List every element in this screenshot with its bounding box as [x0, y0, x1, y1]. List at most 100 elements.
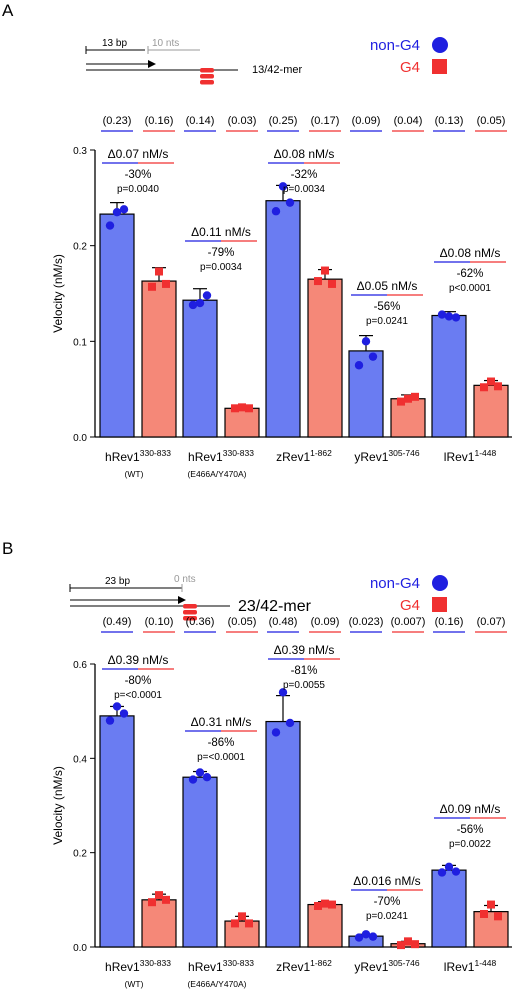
legend-square-icon [432, 597, 447, 612]
p-value-label: p=<0.0001 [114, 690, 162, 701]
ratio-label: (0.04) [394, 115, 423, 127]
legend-non-g4-label: non-G4 [370, 37, 420, 54]
category-label: zRev11-862 [276, 448, 332, 464]
data-point-circle [188, 300, 198, 310]
data-point-circle [119, 205, 129, 214]
data-point-circle [202, 291, 212, 300]
delta-label: Δ0.016 nM/s [353, 874, 420, 888]
p-value-label: p=0.0022 [449, 839, 491, 850]
data-point-square [245, 919, 253, 928]
data-point-square [162, 895, 170, 904]
bar-non-g4 [265, 720, 301, 948]
ratio-label: (0.03) [228, 115, 257, 127]
legend-g4-label: G4 [400, 597, 420, 614]
y-axis-label: Velocity (nM/s) [51, 766, 65, 845]
annotation: Δ0.07 nM/s -30% p=0.0040 [102, 147, 174, 195]
ratio-label: (0.36) [186, 616, 215, 628]
ratio-label: (0.023) [349, 616, 384, 628]
ratio-label: (0.007) [391, 616, 426, 628]
bar-g4 [141, 280, 177, 438]
gap-label: 10 nts [152, 38, 179, 49]
legend-circle-icon [432, 575, 448, 591]
bar-non-g4 [431, 869, 467, 948]
delta-label: Δ0.11 nM/s [191, 225, 251, 239]
category-name: yRev1 [354, 450, 388, 464]
category-superscript: 330-833 [223, 448, 254, 458]
category-label: hRev1330-833 [105, 448, 171, 464]
annotation: Δ0.016 nM/s -70% p=0.0241 [351, 874, 423, 922]
ratio-label: (0.14) [186, 115, 215, 127]
ratio-label: (0.17) [311, 115, 340, 127]
percent-label: -56% [374, 301, 401, 313]
category-name: hRev1 [105, 450, 140, 464]
data-point-circle [271, 207, 281, 216]
p-value-label: p<0.0001 [449, 283, 491, 294]
category-sublabel: (E466A/Y470A) [187, 469, 246, 479]
category-sublabel: (WT) [125, 979, 144, 989]
data-point-circle [437, 310, 447, 319]
bar-non-g4 [99, 715, 135, 948]
panel-a: A 13 bp 10 nts 13/42-mer non-G4 G4 0.0 0.1 0.2 0.… [2, 1, 512, 479]
bar-non-g4 [182, 776, 218, 948]
data-point-square [238, 403, 246, 412]
p-value-label: p=<0.0001 [197, 752, 245, 763]
data-point-circle [368, 932, 378, 941]
y-tick-label: 0.6 [73, 660, 87, 671]
category-sublabel: (E466A/Y470A) [187, 979, 246, 989]
ratio-label: (0.10) [145, 616, 174, 628]
bar-g4 [141, 899, 177, 948]
percent-label: -79% [208, 247, 235, 259]
category-name: zRev1 [276, 960, 310, 974]
legend: non-G4 G4 [370, 575, 448, 614]
bar-g4 [307, 903, 343, 948]
data-point-square [231, 919, 239, 928]
annotation: Δ0.05 nM/s -56% p=0.0241 [351, 279, 423, 327]
delta-label: Δ0.08 nM/s [440, 246, 501, 260]
primer-arrowhead-icon [148, 60, 156, 68]
data-point-square [487, 377, 495, 386]
data-point-square [162, 279, 170, 288]
data-point-square [328, 279, 336, 288]
data-point-circle [278, 688, 288, 697]
percent-label: -62% [457, 268, 484, 280]
data-point-square [231, 404, 239, 413]
data-point-square [494, 382, 502, 391]
data-point-circle [354, 361, 364, 370]
category-superscript: 1-862 [310, 448, 332, 458]
data-point-square [328, 900, 336, 909]
data-point-circle [105, 221, 115, 230]
data-point-square [404, 937, 412, 946]
y-tick-label: 0.2 [73, 849, 87, 860]
p-value-label: p=0.0241 [366, 911, 408, 922]
legend-g4-label: G4 [400, 59, 420, 76]
g4-quadruplex-icon [200, 80, 214, 85]
construct-label: 23/42-mer [238, 598, 312, 615]
percent-label: -81% [291, 665, 318, 677]
bar-g4 [224, 920, 260, 948]
category-sublabel: (WT) [125, 469, 144, 479]
category-superscript: 1-448 [474, 448, 496, 458]
p-value-label: p=0.0034 [283, 184, 325, 195]
ratio-label: (0.09) [352, 115, 381, 127]
bp-label: 23 bp [105, 576, 130, 587]
data-point-circle [112, 702, 122, 711]
construct-label: 13/42-mer [252, 64, 302, 76]
category-label: zRev11-862 [276, 958, 332, 974]
data-point-circle [444, 312, 454, 321]
y-tick-label: 0.0 [73, 943, 87, 954]
panel-b: B 23 bp 0 nts 23/42-mer non-G4 G4 0.0 0.2 0.4 0.6… [2, 539, 512, 989]
data-point-circle [195, 768, 205, 777]
bar-non-g4 [99, 213, 135, 438]
bar-non-g4 [348, 350, 384, 438]
bp-label: 13 bp [102, 38, 127, 49]
bar-non-g4 [265, 200, 301, 438]
category-label: yRev1305-746 [354, 448, 419, 464]
data-point-square [314, 901, 322, 910]
data-point-square [404, 394, 412, 403]
gap-label: 0 nts [174, 574, 196, 585]
delta-label: Δ0.07 nM/s [108, 147, 169, 161]
p-value-label: p=0.0241 [366, 316, 408, 327]
category-name: lRev1 [444, 960, 475, 974]
ratio-label: (0.49) [103, 616, 132, 628]
